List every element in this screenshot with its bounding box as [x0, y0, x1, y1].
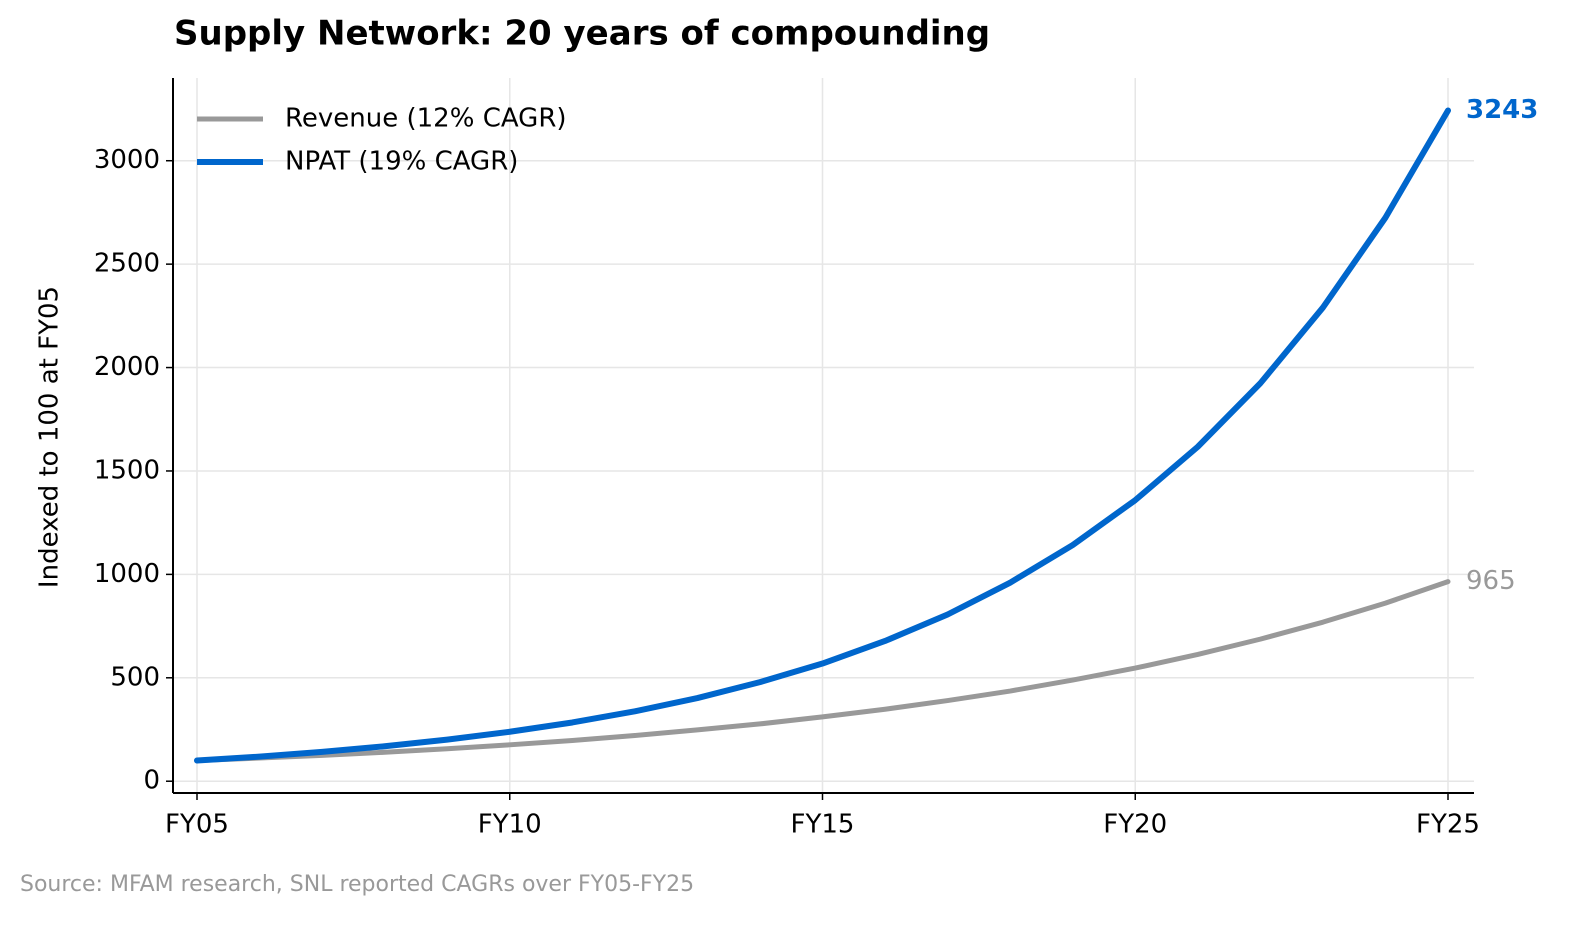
x-tick-label: FY15: [791, 810, 855, 840]
y-tick-label: 3000: [94, 145, 160, 175]
end-value-label: 3243: [1466, 95, 1538, 125]
y-axis-label: Indexed to 100 at FY05: [35, 286, 65, 588]
x-tick-label: FY05: [165, 810, 229, 840]
y-tick-label: 1500: [94, 455, 160, 485]
x-tick-label: FY25: [1416, 810, 1480, 840]
x-tick-label: FY20: [1103, 810, 1167, 840]
x-tick-label: FY10: [478, 810, 542, 840]
y-tick-label: 2500: [94, 249, 160, 279]
y-tick-label: 500: [110, 662, 160, 692]
y-tick-label: 0: [143, 766, 160, 796]
series-line: [194, 107, 1451, 764]
legend-label: Revenue (12% CAGR): [285, 104, 567, 134]
source-note: Source: MFAM research, SNL reported CAGR…: [20, 872, 694, 897]
chart-title: Supply Network: 20 years of compounding: [174, 14, 990, 54]
y-tick-label: 1000: [94, 559, 160, 589]
end-value-label: 965: [1466, 566, 1516, 596]
series-line: [194, 579, 1451, 764]
legend-label: NPAT (19% CAGR): [285, 147, 518, 177]
y-tick-label: 2000: [94, 352, 160, 382]
